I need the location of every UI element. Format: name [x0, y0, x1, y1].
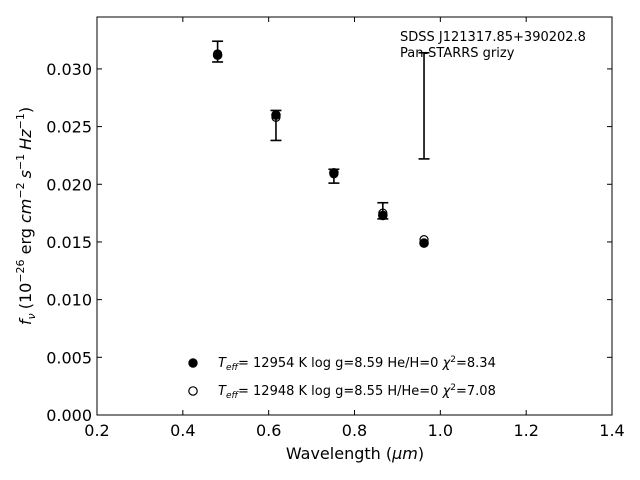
legend-2-chi-val: =7.08: [456, 384, 496, 399]
legend-entry-2: Teff= 12948 K log g=8.55 H/He=0 χ2=7.08: [218, 383, 496, 401]
x-tick-label: 0.6: [256, 421, 281, 440]
model-point-open: [271, 112, 281, 122]
plot-background: [97, 17, 612, 415]
legend-1-T: T: [218, 356, 227, 371]
legend-2-rest: = 12948 K log g=8.55 H/He=0: [238, 384, 443, 399]
y-axis-label-f: f: [16, 317, 35, 325]
y-axis-label-exp2: −2: [14, 182, 27, 198]
y-tick-label: 0.025: [46, 118, 92, 137]
model-point-open: [329, 169, 339, 179]
y-axis-label-cm: cm: [16, 199, 35, 223]
x-tick-label: 1.2: [513, 421, 538, 440]
legend-2-chi-exp: 2: [450, 383, 456, 393]
y-axis-label-exp3: −1: [14, 154, 27, 170]
legend-entry-1: Teff= 12954 K log g=8.59 He/H=0 χ2=8.34: [218, 355, 496, 373]
y-tick-label: 0.000: [46, 406, 92, 425]
y-tick-label: 0.010: [46, 291, 92, 310]
model-point-filled: [271, 110, 281, 120]
ticks: 0.2 0.4 0.6 0.8 1.0 1.2 1.4 0.000 0.005 0.010 0.01…: [46, 17, 625, 440]
x-axis-label-unit: μm: [391, 444, 418, 463]
legend-1-eff: eff: [226, 363, 240, 373]
y-tick-label: 0.020: [46, 175, 92, 194]
y-axis-label-nu: ν: [25, 313, 38, 319]
x-tick-label: 0.8: [342, 421, 367, 440]
y-axis-label-close: ): [16, 107, 35, 113]
y-axis-label-open: (10: [16, 283, 35, 310]
legend-2-chi: χ: [442, 384, 452, 399]
y-tick-label: 0.030: [46, 60, 92, 79]
x-tick-label: 0.2: [84, 421, 109, 440]
x-tick-label: 1.4: [599, 421, 624, 440]
annotation-survey: Pan-STARRS grizy: [400, 46, 515, 61]
legend-1-chi: χ: [442, 356, 452, 371]
legend-1-chi-exp: 2: [450, 355, 456, 365]
y-axis-label-hz: Hz: [16, 129, 35, 150]
y-axis-label-exp1: −26: [14, 259, 27, 282]
x-axis-label-close: ): [418, 444, 424, 463]
legend-marker-open: [188, 386, 198, 396]
legend-2-eff: eff: [226, 391, 240, 401]
model-point-filled: [378, 210, 388, 221]
x-axis-label-text: Wavelength (: [286, 444, 392, 463]
annotation-object-name: SDSS J121317.85+390202.8: [400, 30, 586, 45]
y-tick-label: 0.005: [46, 348, 92, 367]
y-axis-label-s: s: [16, 170, 35, 178]
x-axis-label: Wavelength (μm): [286, 444, 424, 463]
data-markers: [212, 49, 429, 248]
model-point-open: [378, 208, 388, 218]
x-tick-label: 0.4: [170, 421, 195, 440]
model-point-open: [419, 235, 429, 245]
legend-2-T: T: [218, 384, 227, 399]
legend-marker-filled: [188, 358, 198, 368]
legend-1-rest: = 12954 K log g=8.59 He/H=0: [238, 356, 443, 371]
legend-1-chi-val: =8.34: [456, 356, 496, 371]
y-tick-label: 0.015: [46, 233, 92, 252]
y-axis-label-exp4: −1: [14, 113, 27, 129]
legend: Teff= 12954 K log g=8.59 He/H=0 χ2=8.34 …: [188, 355, 496, 401]
model-point-open: [212, 49, 223, 59]
y-axis-label: fν(10−26 erg cm−2s−1Hz−1): [14, 107, 38, 325]
y-axis-label-mid: erg: [16, 223, 35, 259]
plot-frame: [96, 16, 613, 416]
x-tick-label: 1.0: [428, 421, 453, 440]
